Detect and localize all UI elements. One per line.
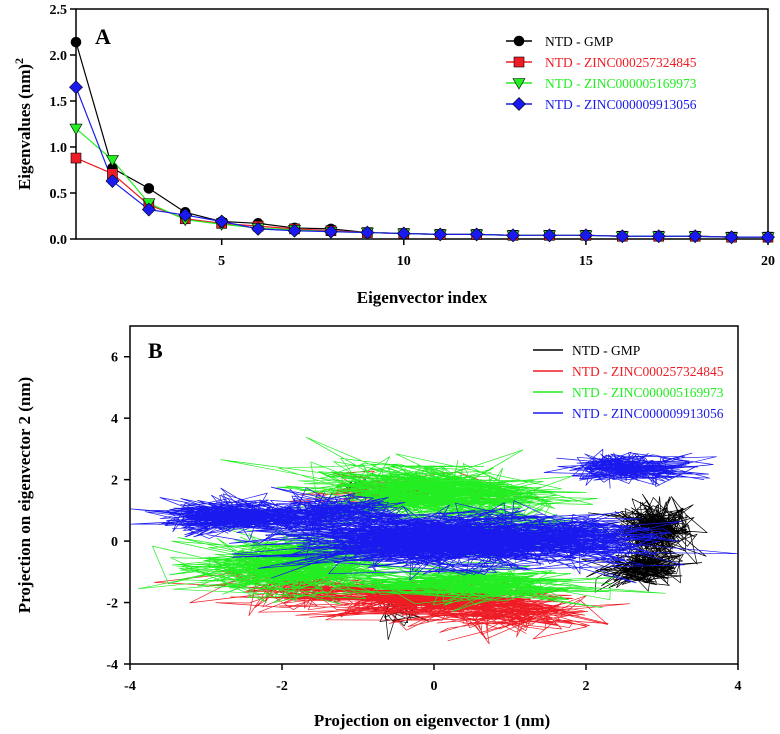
panel-a-data-point <box>105 174 120 188</box>
panel-a-frame <box>75 8 769 240</box>
panel-a-data-point <box>143 183 155 194</box>
panel-a-y-tick-label: 0.0 <box>50 233 68 248</box>
panel-a-data-point <box>360 225 375 240</box>
panel-b-y-tick-label: 0 <box>111 535 118 550</box>
panel-b-axes: -4 -2 0 2 4 6 -4 -2 0 2 4 <box>106 351 741 694</box>
panel-b-legend-label: NTD - ZINC000257324845 <box>572 364 724 379</box>
panel-b-legend-label: NTD - ZINC000005169973 <box>572 385 724 400</box>
panel-a-data-point <box>469 227 484 242</box>
panel-b-x-tick-label: 4 <box>735 679 742 694</box>
panel-a-y-axis-label: Eigenvalues (nm)2 <box>12 58 34 190</box>
panel-b-y-tick-label: 2 <box>111 474 118 489</box>
panel-b-trajectory-3 <box>326 550 666 612</box>
panel-b-x-tick-label: -4 <box>124 679 136 694</box>
panel-b-legend-label: NTD - ZINC000009913056 <box>572 406 724 421</box>
panel-b-x-tick-label: 2 <box>583 679 590 694</box>
panel-a-legend-marker <box>512 97 526 111</box>
panel-b-plot <box>130 436 738 645</box>
panel-a-data-point <box>287 223 302 238</box>
panel-b-y-tick-label: 6 <box>111 351 118 366</box>
panel-a-data-point <box>578 228 593 243</box>
panel-a-y-tick-label: 1.0 <box>50 141 68 156</box>
panel-b-trajectory-4 <box>543 448 717 489</box>
panel-a-data-point <box>105 155 119 167</box>
panel-a-data-point <box>761 230 775 245</box>
panel-a-legend-marker <box>513 56 525 68</box>
panel-b-trajectory-4 <box>228 502 738 584</box>
panel-b-y-tick-label: 4 <box>111 412 118 427</box>
panel-b-y-tick-label: -2 <box>106 597 118 612</box>
panel-b: -4 -2 0 2 4 6 -4 -2 0 2 4 B Projection on eigenvec… <box>15 325 742 730</box>
panel-a-legend-marker <box>512 78 526 90</box>
panel-a-data-point <box>651 229 666 244</box>
panel-a-data-point <box>433 227 448 242</box>
panel-a-plot <box>69 36 775 245</box>
panel-a-x-tick-label: 15 <box>579 254 593 269</box>
panel-b-trajectory-1 <box>581 538 703 593</box>
panel-a-series-line-1 <box>75 41 768 238</box>
panel-a: 0.0 0.5 1.0 1.5 2.0 2.5 5 10 15 20 A Eigenvector … <box>12 3 775 307</box>
panel-a-legend-label: NTD - GMP <box>545 34 613 49</box>
panel-a-y-tick-label: 2.5 <box>50 3 68 18</box>
panel-a-x-axis-label: Eigenvector index <box>357 288 488 307</box>
panel-a-data-point <box>615 229 630 244</box>
panel-b-legend-label: NTD - GMP <box>572 343 640 358</box>
panel-b-legend: NTD - GMP NTD - ZINC000257324845 NTD - ZIN… <box>533 343 724 421</box>
panel-b-trajectory-4 <box>244 486 409 545</box>
panel-a-data-point <box>396 226 411 241</box>
panel-a-data-point <box>69 123 83 136</box>
panel-b-trajectory-4 <box>460 500 682 575</box>
panel-a-x-tick-label: 10 <box>397 254 411 269</box>
panel-a-series-line-3 <box>75 128 768 238</box>
panel-b-y-tick-label: -4 <box>106 658 118 673</box>
panel-b-x-tick-label: -2 <box>276 679 288 694</box>
panel-a-y-tick-label: 1.5 <box>50 95 68 110</box>
panel-a-data-point <box>688 229 703 244</box>
panel-b-trajectory-4 <box>130 487 335 544</box>
panel-a-legend-marker <box>513 35 525 47</box>
panel-a-data-point <box>69 80 83 95</box>
panel-a-y-tick-label: 2.0 <box>50 49 68 64</box>
panel-b-x-tick-label: 0 <box>431 679 438 694</box>
panel-a-y-tick-label: 0.5 <box>50 187 68 202</box>
panel-a-y-axis-label-text: Eigenvalues (nm) <box>15 64 34 190</box>
panel-a-letter: A <box>95 24 111 49</box>
panel-a-legend-label: NTD - ZINC000009913056 <box>545 97 697 112</box>
panel-a-data-point <box>70 36 82 48</box>
panel-a-y-axis-label-superscript: 2 <box>12 58 26 64</box>
panel-a-legend-label: NTD - ZINC000005169973 <box>545 76 697 91</box>
panel-a-data-point <box>542 228 557 243</box>
panel-b-letter: B <box>148 338 163 363</box>
panel-a-data-point <box>141 202 156 217</box>
panel-b-x-axis-label: Projection on eigenvector 1 (nm) <box>314 711 550 730</box>
panel-a-data-point <box>214 214 229 229</box>
panel-b-y-axis-label: Projection on eigenvector 2 (nm) <box>15 377 34 613</box>
panel-a-legend: NTD - GMP NTD - ZINC000257324845 NTD - ZIN… <box>506 34 697 112</box>
panel-a-x-tick-label: 5 <box>218 254 225 269</box>
panel-a-data-point <box>324 224 338 239</box>
panel-a-legend-label: NTD - ZINC000257324845 <box>545 55 697 70</box>
panel-b-trajectory-2 <box>372 593 630 645</box>
panel-a-data-point <box>724 230 739 245</box>
panel-a-data-point <box>70 152 82 164</box>
panel-b-trajectory-1 <box>587 493 708 577</box>
panel-a-data-point <box>251 221 266 236</box>
panel-a-series-line-2 <box>75 157 768 238</box>
panel-a-x-tick-label: 20 <box>761 254 775 269</box>
panel-a-axes: 0.0 0.5 1.0 1.5 2.0 2.5 5 10 15 20 <box>50 3 776 269</box>
panel-a-data-point <box>178 208 193 223</box>
panel-a-data-point <box>506 228 520 243</box>
